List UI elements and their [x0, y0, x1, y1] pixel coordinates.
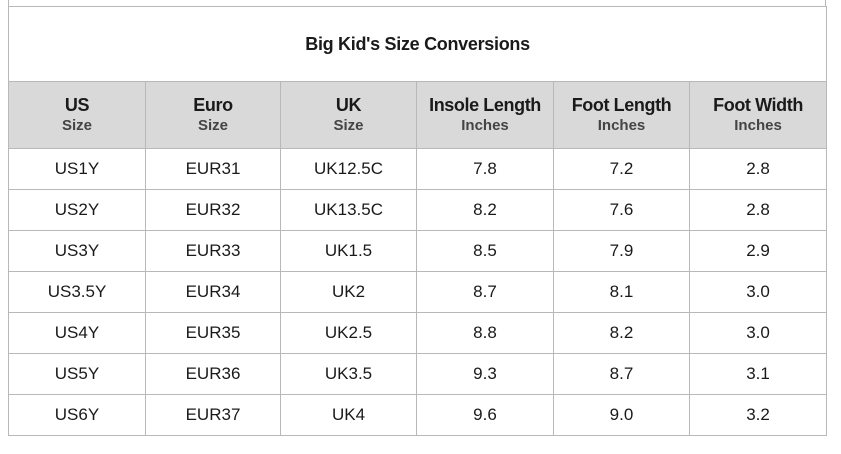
header-euro-label: Euro [193, 95, 233, 115]
cell-euro-size: EUR37 [145, 394, 281, 436]
header-euro: Euro Size [145, 81, 281, 149]
cell-us-size: US6Y [8, 394, 146, 436]
header-insole-length-label: Insole Length [429, 95, 541, 115]
cell-euro-size: EUR36 [145, 353, 281, 395]
cell-insole-length: 9.3 [416, 353, 554, 395]
header-us-unit: Size [61, 117, 92, 134]
header-uk-label: UK [335, 95, 362, 115]
cell-euro-size: EUR33 [145, 230, 281, 272]
header-insole-length-unit: Inches [461, 117, 509, 134]
cell-foot-length: 8.2 [553, 312, 690, 354]
cell-foot-width: 3.2 [688, 394, 828, 436]
header-foot-width-label: Foot Width [713, 95, 803, 115]
cell-foot-width: 3.0 [688, 312, 828, 354]
table-row: US2Y EUR32 UK13.5C 8.2 7.6 2.8 [8, 189, 828, 231]
cell-insole-length: 8.8 [416, 312, 554, 354]
cell-uk-size: UK13.5C [280, 189, 417, 231]
cell-insole-length: 8.7 [416, 271, 554, 313]
table-row: US5Y EUR36 UK3.5 9.3 8.7 3.1 [8, 353, 828, 395]
cell-us-size: US3.5Y [8, 271, 146, 313]
header-foot-length-unit: Inches [597, 117, 646, 134]
cell-foot-length: 7.2 [553, 148, 690, 190]
cell-uk-size: UK2.5 [280, 312, 417, 354]
cell-insole-length: 9.6 [416, 394, 554, 436]
table-row: US3.5Y EUR34 UK2 8.7 8.1 3.0 [8, 271, 828, 313]
cell-uk-size: UK1.5 [280, 230, 417, 272]
cell-foot-length: 7.9 [553, 230, 690, 272]
cell-uk-size: UK12.5C [280, 148, 417, 190]
header-uk-unit: Size [333, 117, 364, 134]
header-us: US Size [8, 81, 146, 149]
cell-foot-length: 7.6 [553, 189, 690, 231]
cell-us-size: US2Y [8, 189, 146, 231]
cell-us-size: US3Y [8, 230, 146, 272]
cell-euro-size: EUR35 [145, 312, 281, 354]
cell-insole-length: 7.8 [416, 148, 554, 190]
cell-uk-size: UK4 [280, 394, 417, 436]
cell-foot-length: 8.7 [553, 353, 690, 395]
header-euro-unit: Size [197, 117, 228, 134]
cell-euro-size: EUR34 [145, 271, 281, 313]
cell-uk-size: UK2 [280, 271, 417, 313]
title-row: Big Kid's Size Conversions [7, 6, 828, 82]
cell-foot-length: 9.0 [553, 394, 690, 436]
cell-us-size: US5Y [8, 353, 146, 395]
header-foot-length-label: Foot Length [571, 95, 672, 115]
cell-us-size: US1Y [8, 148, 146, 190]
cell-foot-width: 3.1 [688, 353, 828, 395]
table-row: US1Y EUR31 UK12.5C 7.8 7.2 2.8 [8, 148, 828, 190]
size-conversion-table: Big Kid's Size Conversions US Size Euro … [7, 6, 828, 436]
size-conversion-table-container: Big Kid's Size Conversions US Size Euro … [7, 6, 828, 436]
cell-foot-length: 8.1 [553, 271, 690, 313]
header-insole-length: Insole Length Inches [416, 81, 554, 149]
cell-foot-width: 2.9 [688, 230, 828, 272]
table-row: US4Y EUR35 UK2.5 8.8 8.2 3.0 [8, 312, 828, 354]
header-row: US Size Euro Size UK Size Insole Length … [8, 81, 828, 149]
cell-insole-length: 8.2 [416, 189, 554, 231]
cell-foot-width: 2.8 [688, 148, 828, 190]
header-foot-length: Foot Length Inches [553, 81, 690, 149]
cell-uk-size: UK3.5 [280, 353, 417, 395]
table-row: US6Y EUR37 UK4 9.6 9.0 3.2 [8, 394, 828, 436]
header-uk: UK Size [280, 81, 417, 149]
cell-foot-width: 2.8 [688, 189, 828, 231]
table-title: Big Kid's Size Conversions [7, 6, 828, 82]
cell-euro-size: EUR32 [145, 189, 281, 231]
cell-euro-size: EUR31 [145, 148, 281, 190]
cell-us-size: US4Y [8, 312, 146, 354]
cell-insole-length: 8.5 [416, 230, 554, 272]
header-foot-width-unit: Inches [734, 117, 782, 134]
header-foot-width: Foot Width Inches [688, 81, 828, 149]
top-crop-edge [8, 0, 826, 6]
header-us-label: US [64, 95, 90, 115]
cell-foot-width: 3.0 [688, 271, 828, 313]
table-row: US3Y EUR33 UK1.5 8.5 7.9 2.9 [8, 230, 828, 272]
